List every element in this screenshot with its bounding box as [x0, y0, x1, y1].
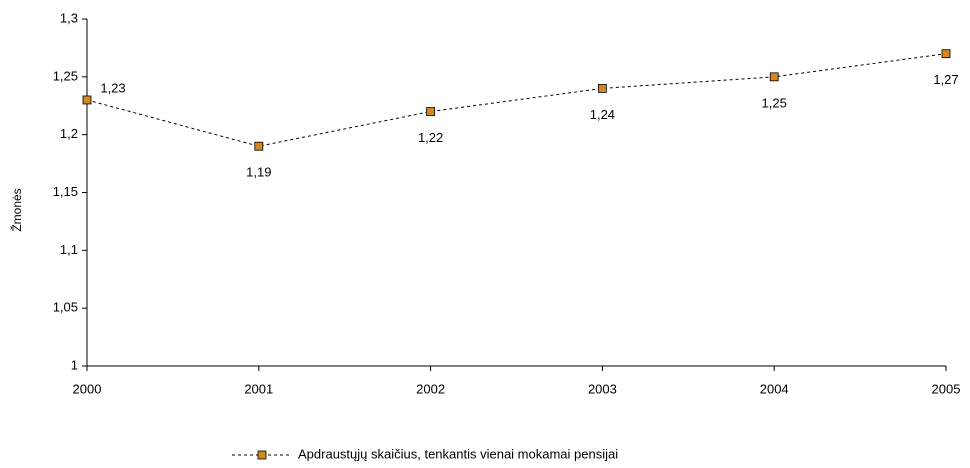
marker	[254, 141, 264, 151]
marker	[941, 49, 951, 59]
x-tick-label: 2004	[760, 381, 789, 396]
x-tick-label: 2005	[932, 381, 961, 396]
y-tick-label: 1,2	[60, 126, 78, 141]
y-tick-label: 1,3	[60, 10, 78, 25]
x-tick-label: 2003	[588, 381, 617, 396]
data-label: 1,27	[933, 72, 958, 87]
series-line	[86, 53, 947, 147]
x-tick-label: 2002	[416, 381, 445, 396]
marker	[769, 72, 779, 82]
y-tick-label: 1,1	[60, 242, 78, 257]
marker	[426, 107, 436, 116]
data-label: 1,24	[590, 107, 615, 122]
data-label: 1,23	[100, 80, 125, 95]
marker	[598, 84, 607, 93]
y-tick-label: 1,25	[53, 68, 78, 83]
legend-label: Apdraustųjų skaičius, tenkantis vienai m…	[298, 446, 618, 461]
y-tick-label: 1,05	[53, 300, 78, 315]
legend-marker	[257, 450, 267, 460]
y-axis-label: Žmonės	[9, 188, 24, 231]
data-label: 1,22	[418, 130, 443, 145]
data-label: 1,25	[762, 95, 787, 110]
y-tick-label: 1,15	[53, 184, 78, 199]
y-tick-label: 1	[71, 357, 78, 372]
data-label: 1,19	[246, 165, 271, 180]
marker	[82, 95, 92, 105]
x-tick-label: 2000	[73, 381, 102, 396]
x-tick-label: 2001	[244, 381, 273, 396]
